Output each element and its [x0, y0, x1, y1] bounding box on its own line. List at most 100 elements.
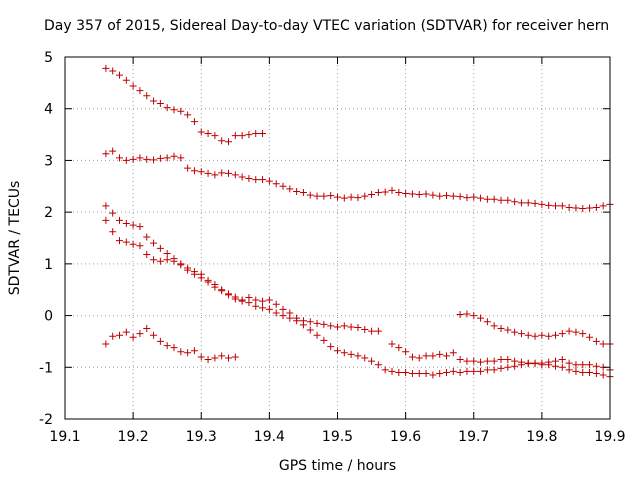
data-point — [238, 132, 246, 140]
data-point — [334, 347, 341, 355]
data-point — [129, 333, 137, 341]
data-point — [225, 169, 232, 177]
data-point — [368, 191, 376, 199]
data-point — [470, 312, 478, 320]
data-point — [592, 203, 600, 211]
data-point — [306, 326, 314, 334]
data-point — [299, 321, 307, 329]
data-point — [490, 357, 498, 365]
x-tick-label: 19.3 — [186, 429, 217, 445]
data-point — [402, 348, 410, 356]
data-point — [334, 323, 341, 331]
data-point — [184, 349, 192, 357]
data-point — [579, 361, 587, 369]
data-point — [388, 340, 396, 348]
data-point — [320, 320, 328, 328]
data-point — [293, 187, 301, 195]
data-point — [388, 367, 396, 375]
y-tick-label: 3 — [44, 153, 53, 169]
data-point — [422, 369, 430, 377]
data-point — [259, 304, 267, 312]
x-tick-label: 19.1 — [49, 429, 80, 445]
x-tick-label: 19.9 — [594, 429, 625, 445]
data-point — [374, 188, 382, 196]
data-point — [306, 318, 314, 326]
data-point — [545, 201, 553, 209]
data-point — [395, 368, 403, 376]
y-tick-label: 4 — [44, 102, 53, 118]
data-point — [436, 350, 444, 358]
data-point — [572, 328, 580, 336]
data-point — [517, 358, 525, 366]
data-point — [252, 176, 260, 184]
data-point — [150, 156, 158, 164]
data-point — [334, 193, 341, 201]
data-point — [279, 312, 287, 320]
data-point — [552, 202, 559, 210]
data-point — [470, 367, 478, 375]
data-point — [197, 128, 205, 136]
data-point — [299, 188, 307, 196]
grid-lines — [65, 57, 610, 419]
data-point — [449, 349, 457, 357]
data-point — [252, 296, 260, 304]
data-point — [552, 357, 559, 365]
data-point — [497, 356, 505, 364]
data-point — [252, 130, 260, 138]
data-point — [443, 192, 450, 200]
data-point — [218, 169, 226, 177]
data-point — [449, 192, 457, 200]
data-point — [408, 190, 416, 198]
data-point — [368, 327, 376, 335]
data-point — [265, 296, 273, 304]
data-point — [402, 368, 410, 376]
data-points — [102, 64, 614, 381]
data-point — [483, 318, 491, 326]
data-point — [109, 67, 117, 75]
data-point — [483, 357, 491, 365]
data-point — [231, 171, 239, 179]
data-point — [368, 357, 376, 365]
data-point — [327, 343, 335, 351]
data-point — [415, 191, 423, 199]
data-point — [497, 364, 505, 372]
data-point — [197, 168, 205, 176]
data-point — [347, 350, 355, 358]
data-point — [497, 196, 505, 204]
data-point — [136, 242, 144, 250]
data-point — [163, 256, 171, 264]
data-point — [565, 327, 573, 335]
data-point — [156, 154, 164, 162]
x-tick-label: 19.7 — [458, 429, 489, 445]
data-point — [225, 138, 232, 146]
data-point — [463, 357, 471, 365]
data-point — [184, 164, 192, 172]
data-point — [109, 147, 117, 155]
data-point — [211, 354, 219, 362]
data-point — [252, 302, 260, 310]
data-point — [517, 330, 525, 338]
data-point — [558, 356, 566, 364]
data-point — [477, 194, 485, 202]
data-point — [599, 340, 607, 348]
data-point — [211, 171, 219, 179]
data-point — [116, 237, 123, 245]
data-point — [361, 192, 369, 200]
series-track-5 — [102, 325, 239, 364]
data-point — [470, 193, 478, 201]
data-point — [361, 326, 369, 334]
data-point — [143, 325, 151, 332]
data-point — [122, 328, 130, 336]
data-point — [572, 361, 580, 369]
data-point — [483, 195, 491, 203]
x-tick-label: 19.2 — [118, 429, 149, 445]
data-point — [163, 342, 171, 350]
x-tick-label: 19.8 — [526, 429, 557, 445]
data-point — [231, 295, 239, 303]
data-point — [136, 330, 144, 338]
data-point — [102, 64, 110, 72]
data-point — [190, 268, 198, 276]
data-point — [170, 344, 178, 352]
data-point — [511, 198, 519, 206]
data-point — [129, 240, 137, 248]
